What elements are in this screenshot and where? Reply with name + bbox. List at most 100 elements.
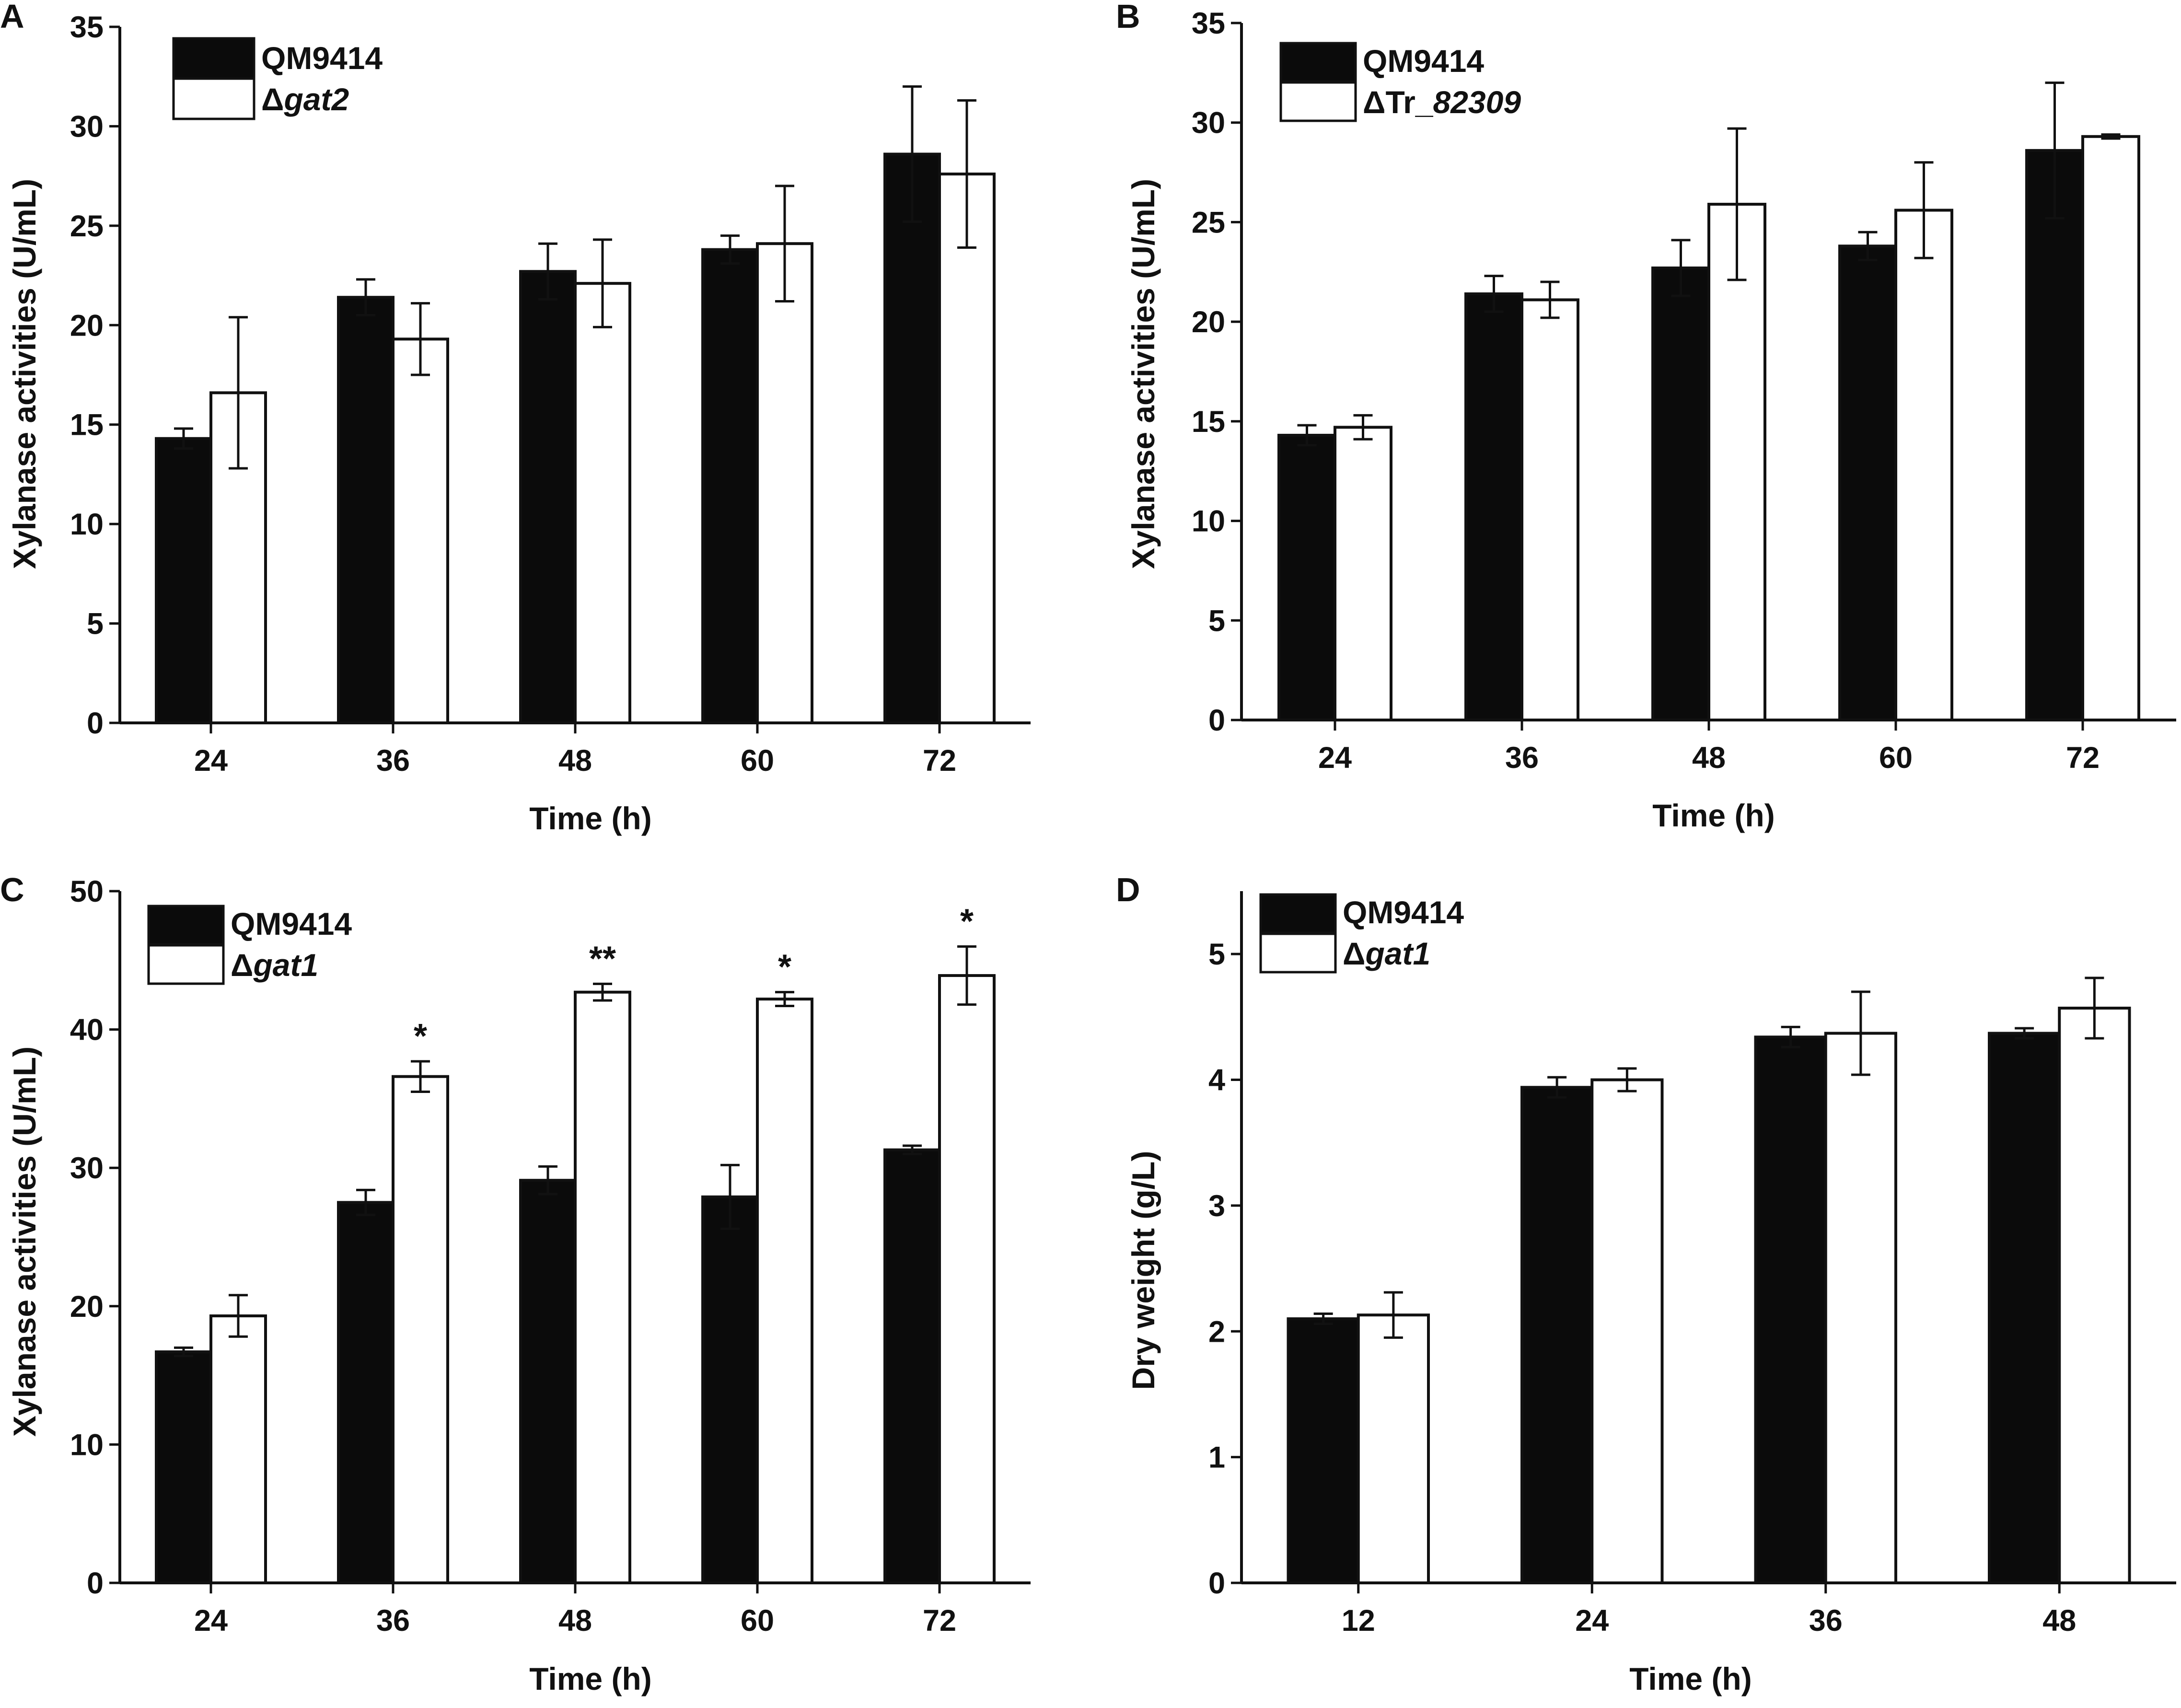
y-tick-label: 10: [70, 508, 104, 541]
bar-mutant: [574, 990, 631, 1584]
y-tick-label: 35: [70, 11, 104, 44]
panel-a-ylabel: Xylanase activities (U/mL): [7, 179, 42, 569]
x-tick-label: 72: [923, 1604, 956, 1638]
y-tick-label: 0: [87, 707, 104, 740]
x-tick-label: 48: [2042, 1604, 2076, 1638]
x-tick-label: 48: [558, 1604, 592, 1638]
bar-qm9414: [519, 1179, 577, 1585]
x-tick-label: 60: [741, 1604, 774, 1638]
panel-c: C Xylanase activities (U/mL) Time (h) 0 1…: [0, 871, 1031, 1696]
y-tick-label: 30: [1192, 106, 1225, 140]
bar-mutant: [1894, 209, 1953, 722]
y-tick-label: 0: [1208, 704, 1225, 737]
y-tick-label: 50: [70, 875, 104, 908]
bar-qm9414: [701, 248, 759, 724]
panel-d-xlabel: Time (h): [1629, 1661, 1752, 1696]
legend-swatch-qm9414: [1279, 42, 1357, 83]
bar-qm9414: [701, 1195, 759, 1584]
bar-mutant: [938, 974, 996, 1584]
legend-label-mutant-italic: gat1: [253, 947, 318, 983]
bar-mutant: [1520, 298, 1579, 721]
panel-b-legend: QM9414 ΔTr_82309: [1279, 42, 1521, 122]
bar-mutant: [1707, 203, 1766, 721]
y-tick-label: 1: [1208, 1441, 1225, 1475]
bar-qm9414: [337, 1201, 394, 1585]
legend-swatch-qm9414: [1259, 893, 1337, 934]
significance-marker: *: [414, 1017, 427, 1056]
legend-label-mutant: Δgat1: [1343, 936, 1430, 971]
legend-label-mutant-prefix: Δ: [231, 947, 253, 983]
x-tick-label: 36: [376, 744, 410, 778]
x-tick-label: 24: [194, 744, 228, 778]
x-tick-label: 36: [1809, 1604, 1843, 1638]
legend-label-qm9414: QM9414: [1363, 43, 1484, 79]
bar-qm9414: [1754, 1035, 1827, 1584]
panel-a-xlabel: Time (h): [529, 801, 651, 836]
x-tick-label: 60: [1879, 741, 1913, 775]
bar-mutant: [756, 998, 813, 1584]
panel-c-xlabel: Time (h): [529, 1661, 651, 1696]
legend-swatch-qm9414: [172, 37, 255, 80]
bar-mutant: [209, 1314, 267, 1584]
x-tick-label: 24: [1318, 741, 1352, 775]
bar-mutant: [1334, 426, 1392, 721]
legend-label-mutant-italic: 82309: [1433, 84, 1521, 120]
bar-mutant: [209, 391, 267, 724]
panel-c-legend: QM9414 Δgat1: [147, 905, 352, 985]
bar-qm9414: [1277, 433, 1336, 721]
legend-swatch-mutant: [172, 77, 255, 120]
bar-mutant: [938, 172, 996, 725]
legend-label-mutant: ΔTr_82309: [1363, 84, 1521, 120]
bar-mutant: [2058, 1006, 2131, 1585]
panel-b-letter: B: [1116, 0, 1140, 35]
y-tick-label: 35: [1192, 7, 1225, 40]
legend-label-mutant-prefix: Δ: [1343, 936, 1365, 971]
y-tick-label: 10: [1192, 505, 1225, 538]
y-tick-label: 30: [70, 1151, 104, 1185]
legend-label-mutant-italic: gat2: [283, 81, 349, 117]
bar-qm9414: [1287, 1317, 1360, 1584]
legend-label-mutant-prefix: Δ: [261, 81, 284, 117]
y-tick-label: 20: [1192, 305, 1225, 339]
y-tick-label: 10: [70, 1428, 104, 1462]
y-tick-label: 20: [70, 1290, 104, 1324]
bar-mutant: [1824, 1032, 1897, 1584]
x-tick-label: 60: [741, 744, 774, 778]
x-tick-label: 12: [1342, 1604, 1375, 1638]
panel-d-letter: D: [1116, 871, 1140, 908]
bar-qm9414: [1651, 266, 1710, 721]
panel-c-plot: 0 10 20 30 40 50 24 36 * 48 ** 60 * 72 *: [70, 875, 1031, 1638]
y-tick-label: 3: [1208, 1189, 1225, 1223]
y-tick-label: 20: [70, 309, 104, 342]
panel-b-ylabel: Xylanase activities (U/mL): [1125, 179, 1161, 569]
x-tick-label: 24: [194, 1604, 228, 1638]
significance-marker: *: [778, 948, 791, 987]
y-tick-label: 0: [87, 1567, 104, 1600]
legend-label-qm9414: QM9414: [1343, 895, 1464, 930]
significance-marker: **: [589, 940, 616, 978]
y-tick-label: 2: [1208, 1315, 1225, 1348]
y-tick-label: 4: [1208, 1064, 1225, 1097]
panel-a-plot: 0 5 10 15 20 25 30 35 24 36 48 60 72: [70, 11, 1031, 778]
legend-label-qm9414: QM9414: [231, 906, 352, 941]
y-tick-label: 40: [70, 1013, 104, 1047]
bar-qm9414: [337, 296, 394, 724]
y-tick-label: 30: [70, 110, 104, 143]
y-tick-label: 15: [1192, 405, 1225, 439]
panel-a-legend: QM9414 Δgat2: [172, 37, 383, 120]
legend-label-mutant: Δgat1: [231, 947, 318, 983]
panel-b-plot: 0 5 10 15 20 25 30 35 24 36 48 60 72: [1192, 7, 2176, 775]
x-tick-label: 48: [1692, 741, 1726, 775]
panel-a: A Xylanase activities (U/mL) Time (h) 0 5…: [0, 0, 1031, 836]
x-tick-label: 36: [1505, 741, 1539, 775]
y-tick-label: 0: [1208, 1567, 1225, 1600]
x-tick-label: 48: [558, 744, 592, 778]
bar-qm9414: [883, 1148, 941, 1584]
x-tick-label: 72: [923, 744, 956, 778]
bar-qm9414: [519, 270, 577, 724]
legend-label-mutant: Δgat2: [261, 81, 349, 117]
legend-swatch-mutant: [147, 944, 225, 985]
